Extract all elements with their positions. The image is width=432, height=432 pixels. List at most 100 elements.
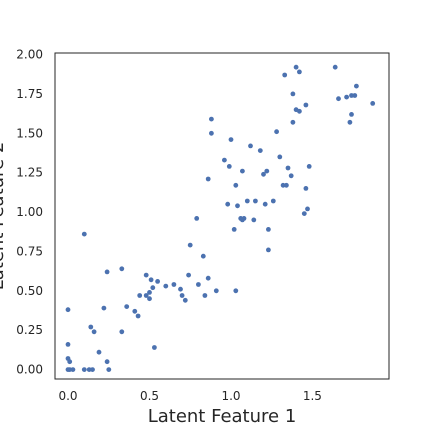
data-point-7 <box>81 367 87 372</box>
data-point-39 <box>196 282 201 287</box>
data-point-91 <box>344 94 349 100</box>
data-point-92 <box>347 119 353 125</box>
x-tick-label: 1.0 <box>221 389 240 403</box>
data-point-62 <box>251 217 257 223</box>
data-point-63 <box>253 198 258 204</box>
y-tick-label: 0.50 <box>16 284 43 298</box>
data-point-35 <box>179 293 185 298</box>
data-point-96 <box>352 93 358 98</box>
data-point-6 <box>65 307 71 313</box>
data-point-33 <box>171 282 177 287</box>
data-point-97 <box>370 101 376 106</box>
data-point-22 <box>135 313 141 319</box>
data-point-20 <box>124 304 130 309</box>
data-point-18 <box>119 266 125 272</box>
data-point-31 <box>152 345 157 350</box>
y-tick-label: 1.00 <box>16 205 43 219</box>
data-point-64 <box>257 148 263 154</box>
data-point-59 <box>233 288 239 294</box>
data-point-76 <box>288 173 294 179</box>
plot-frame <box>54 52 390 380</box>
data-point-84 <box>303 102 309 108</box>
data-point-44 <box>205 176 211 182</box>
data-point-23 <box>137 293 143 298</box>
data-point-27 <box>147 290 152 295</box>
data-point-42 <box>194 216 200 221</box>
data-point-14 <box>88 324 94 330</box>
data-point-43 <box>200 253 206 259</box>
data-point-65 <box>261 171 266 177</box>
data-point-81 <box>290 119 296 125</box>
data-point-24 <box>143 272 149 278</box>
data-point-13 <box>91 329 97 335</box>
y-tick-label: 0.75 <box>16 244 43 258</box>
data-point-73 <box>280 182 286 188</box>
data-point-79 <box>293 64 299 70</box>
y-tick-label: 1.75 <box>16 87 43 101</box>
data-point-37 <box>186 272 192 278</box>
data-point-88 <box>306 164 312 169</box>
data-point-53 <box>233 182 239 188</box>
y-axis-label: Latent Feature 2 <box>0 142 8 291</box>
data-point-86 <box>303 186 309 191</box>
data-point-8 <box>86 367 92 372</box>
data-point-58 <box>240 168 245 174</box>
data-point-50 <box>226 164 232 169</box>
data-point-85 <box>301 211 307 217</box>
data-point-30 <box>155 279 161 284</box>
data-point-25 <box>148 277 154 283</box>
data-point-48 <box>222 157 227 163</box>
data-point-68 <box>266 227 271 232</box>
data-point-57 <box>241 216 247 221</box>
data-point-26 <box>143 293 149 298</box>
data-point-51 <box>228 137 234 143</box>
data-point-34 <box>178 286 183 292</box>
data-point-89 <box>332 64 338 70</box>
data-point-41 <box>205 275 211 281</box>
x-tick-label: 0.5 <box>140 389 159 403</box>
data-point-60 <box>244 198 250 204</box>
data-point-4 <box>65 356 71 361</box>
data-point-17 <box>104 269 110 275</box>
data-point-10 <box>106 367 112 372</box>
data-point-66 <box>264 168 270 174</box>
y-tick-label: 1.25 <box>16 166 43 180</box>
data-point-94 <box>349 93 354 98</box>
data-point-80 <box>297 69 302 75</box>
data-point-61 <box>248 143 253 149</box>
data-point-90 <box>336 96 341 102</box>
x-axis-label: Latent Feature 1 <box>148 406 297 427</box>
y-tick-label: 1.50 <box>16 126 43 140</box>
x-tick-label: 0.0 <box>58 389 77 403</box>
data-point-40 <box>202 293 208 298</box>
y-tick-label: 2.00 <box>16 48 43 62</box>
data-point-29 <box>150 285 156 291</box>
data-point-54 <box>235 203 240 209</box>
y-tick-label: 0.25 <box>16 323 43 337</box>
x-tick-label: 1.5 <box>303 389 322 403</box>
data-point-87 <box>305 206 310 212</box>
data-point-77 <box>282 72 288 78</box>
data-point-46 <box>209 116 214 122</box>
data-point-67 <box>262 201 268 207</box>
data-point-21 <box>132 308 138 314</box>
data-point-52 <box>231 227 237 232</box>
data-point-75 <box>285 165 291 171</box>
y-tick-label: 0.00 <box>16 363 43 377</box>
data-point-49 <box>225 201 231 207</box>
y-axis-ticks: 0.00 0.25 0.50 0.75 1.00 1.25 1.50 1.75 2.00 <box>16 48 43 377</box>
data-point-71 <box>274 129 279 135</box>
data-points <box>65 64 376 372</box>
x-axis-ticks: 0.0 0.5 1.0 1.5 <box>58 389 321 403</box>
data-point-15 <box>81 231 87 237</box>
data-point-83 <box>297 108 302 114</box>
data-point-93 <box>349 112 354 117</box>
data-point-28 <box>147 296 152 302</box>
data-point-45 <box>209 130 214 136</box>
data-point-12 <box>96 349 102 355</box>
data-point-16 <box>101 305 107 311</box>
data-point-19 <box>119 329 125 335</box>
data-point-32 <box>163 283 169 289</box>
data-point-36 <box>182 297 188 303</box>
